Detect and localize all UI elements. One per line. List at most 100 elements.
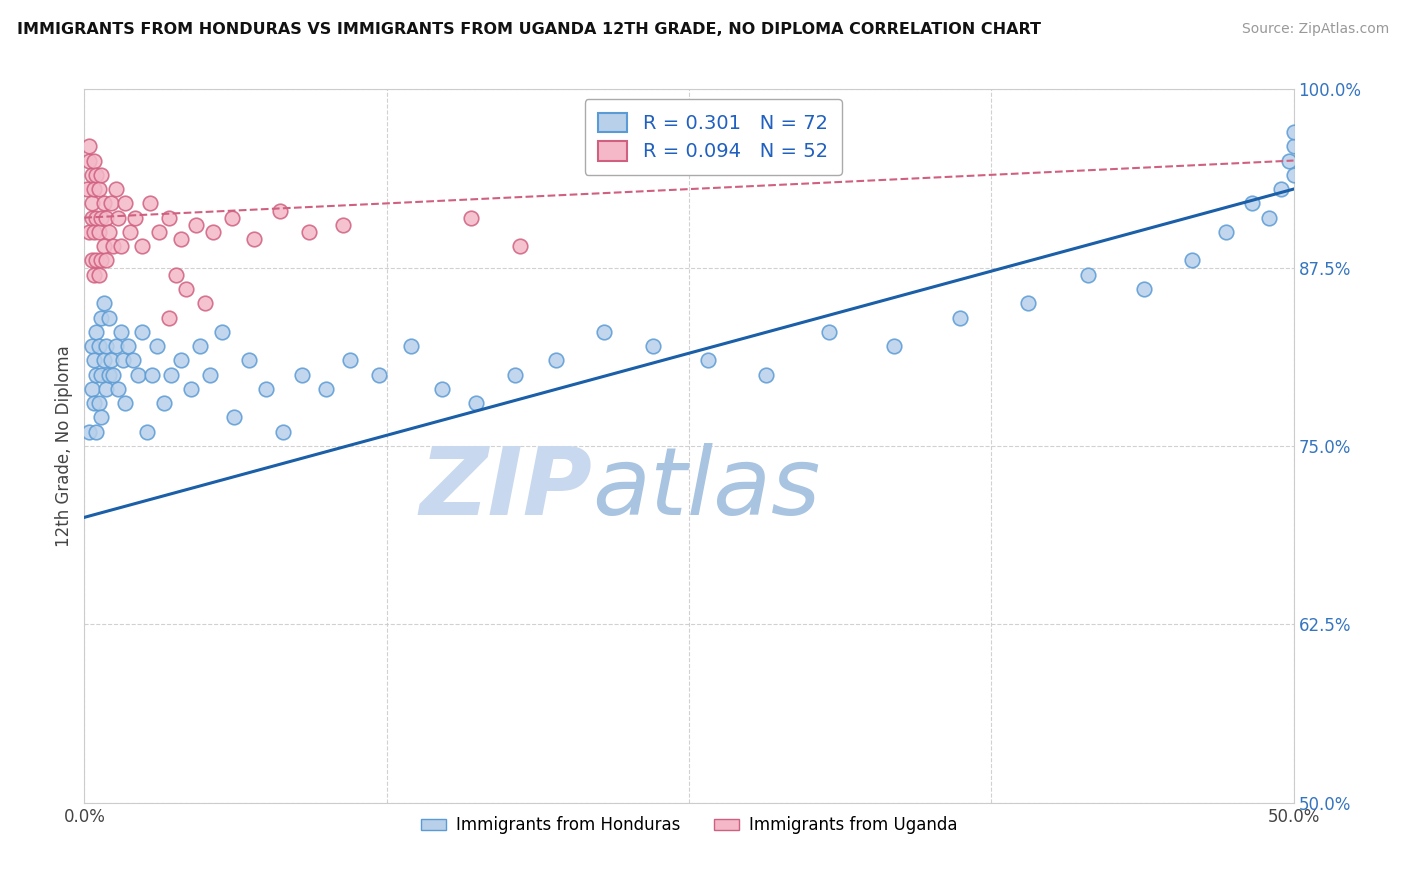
Point: [1241, 196, 1264, 211]
Point: [87, 182, 110, 196]
Point: [818, 325, 841, 339]
Point: [90, 211, 112, 225]
Point: [103, 239, 125, 253]
Point: [136, 425, 159, 439]
Y-axis label: 12th Grade, No Diploma: 12th Grade, No Diploma: [55, 345, 73, 547]
Point: [460, 211, 482, 225]
Point: [83, 353, 105, 368]
Point: [1077, 268, 1099, 282]
Point: [107, 211, 129, 225]
Point: [114, 196, 136, 211]
Text: Source: ZipAtlas.com: Source: ZipAtlas.com: [1241, 22, 1389, 37]
Point: [755, 368, 778, 382]
Text: atlas: atlas: [592, 443, 821, 534]
Point: [174, 282, 197, 296]
Point: [80, 339, 103, 353]
Point: [291, 368, 314, 382]
Point: [593, 325, 616, 339]
Point: [83, 396, 105, 410]
Point: [114, 396, 136, 410]
Point: [83, 225, 105, 239]
Point: [90, 410, 112, 425]
Point: [221, 211, 243, 225]
Point: [697, 353, 720, 368]
Point: [180, 382, 202, 396]
Point: [641, 339, 664, 353]
Point: [1215, 225, 1237, 239]
Point: [211, 325, 233, 339]
Point: [107, 382, 129, 396]
Point: [93, 239, 115, 253]
Point: [110, 239, 132, 253]
Point: [80, 211, 103, 225]
Point: [94, 253, 117, 268]
Point: [194, 296, 217, 310]
Point: [165, 268, 187, 282]
Point: [432, 382, 454, 396]
Point: [80, 168, 103, 182]
Point: [87, 268, 110, 282]
Point: [544, 353, 567, 368]
Point: [883, 339, 905, 353]
Point: [1282, 168, 1305, 182]
Point: [198, 368, 221, 382]
Point: [97, 368, 120, 382]
Point: [949, 310, 972, 325]
Point: [110, 325, 132, 339]
Point: [80, 196, 103, 211]
Point: [86, 325, 108, 339]
Point: [339, 353, 361, 368]
Point: [146, 339, 169, 353]
Point: [1132, 282, 1154, 296]
Point: [100, 196, 122, 211]
Point: [121, 353, 143, 368]
Point: [87, 225, 110, 239]
Point: [86, 211, 108, 225]
Point: [131, 325, 153, 339]
Point: [117, 339, 139, 353]
Point: [90, 253, 112, 268]
Point: [148, 225, 170, 239]
Point: [120, 225, 142, 239]
Point: [170, 353, 193, 368]
Point: [77, 139, 100, 153]
Point: [465, 396, 488, 410]
Point: [86, 168, 108, 182]
Point: [332, 218, 354, 232]
Point: [298, 225, 321, 239]
Point: [83, 268, 105, 282]
Point: [269, 203, 291, 218]
Text: ZIP: ZIP: [419, 442, 592, 535]
Point: [1181, 253, 1204, 268]
Point: [138, 196, 160, 211]
Point: [1278, 153, 1301, 168]
Point: [184, 218, 207, 232]
Text: IMMIGRANTS FROM HONDURAS VS IMMIGRANTS FROM UGANDA 12TH GRADE, NO DIPLOMA CORREL: IMMIGRANTS FROM HONDURAS VS IMMIGRANTS F…: [17, 22, 1040, 37]
Point: [399, 339, 422, 353]
Point: [112, 353, 135, 368]
Point: [1282, 125, 1305, 139]
Point: [77, 153, 100, 168]
Point: [1258, 211, 1281, 225]
Point: [97, 225, 120, 239]
Point: [157, 310, 180, 325]
Point: [315, 382, 337, 396]
Point: [93, 296, 115, 310]
Point: [1017, 296, 1039, 310]
Point: [103, 368, 125, 382]
Point: [80, 382, 103, 396]
Point: [157, 211, 180, 225]
Point: [77, 425, 100, 439]
Point: [83, 182, 105, 196]
Point: [76, 182, 98, 196]
Point: [93, 196, 115, 211]
Point: [80, 253, 103, 268]
Point: [242, 232, 264, 246]
Point: [271, 425, 294, 439]
Point: [201, 225, 224, 239]
Point: [94, 211, 117, 225]
Point: [93, 353, 115, 368]
Point: [160, 368, 183, 382]
Point: [254, 382, 277, 396]
Point: [87, 396, 110, 410]
